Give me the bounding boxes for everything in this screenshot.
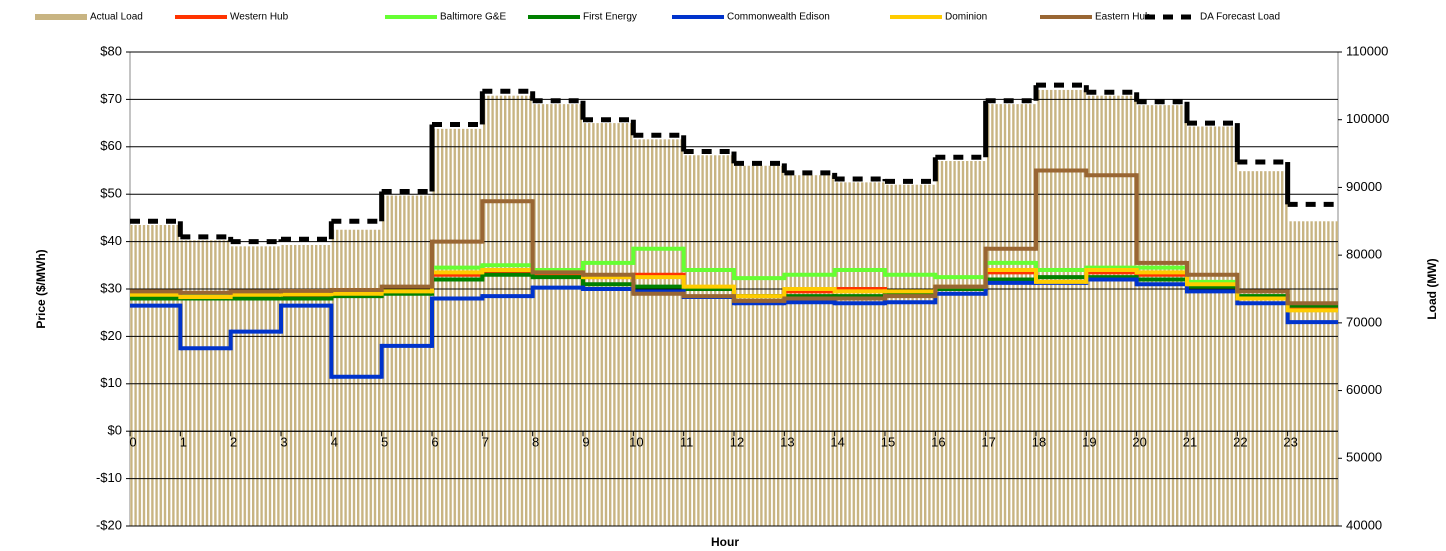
x-tick-label: 1 — [180, 435, 187, 450]
x-tick-label: 4 — [331, 435, 338, 450]
x-tick-label: 3 — [280, 435, 287, 450]
x-axis-title: Hour — [711, 535, 739, 549]
load-bar — [734, 165, 785, 526]
load-bar — [633, 139, 684, 526]
x-tick-label: 10 — [629, 435, 643, 450]
y-tick-label: $70 — [100, 91, 122, 106]
y-tick-label: $10 — [100, 375, 122, 390]
x-tick-label: 19 — [1082, 435, 1096, 450]
y-tick-label: $50 — [100, 186, 122, 201]
x-tick-label: 17 — [981, 435, 995, 450]
load-bar — [985, 104, 1036, 526]
load-bar — [1187, 126, 1238, 526]
legend-label: First Energy — [583, 12, 637, 23]
y-tick-label: -$20 — [96, 517, 122, 532]
y-tick-label: $20 — [100, 328, 122, 343]
load-bar — [1237, 171, 1288, 527]
load-bar — [834, 182, 885, 526]
legend-label: Dominion — [945, 12, 987, 23]
y2-tick-label: 80000 — [1346, 247, 1382, 262]
y2-tick-label: 70000 — [1346, 314, 1382, 329]
load-bar — [381, 195, 432, 526]
load-bar — [230, 246, 281, 526]
y2-tick-label: 90000 — [1346, 179, 1382, 194]
x-tick-label: 22 — [1233, 435, 1247, 450]
load-bar — [1136, 105, 1187, 527]
load-bar — [482, 95, 533, 526]
legend-label: Baltimore G&E — [440, 12, 506, 23]
x-tick-label: 21 — [1183, 435, 1197, 450]
legend-label: DA Forecast Load — [1200, 12, 1280, 23]
x-tick-label: 7 — [482, 435, 489, 450]
load-bar — [885, 184, 936, 526]
x-tick-label: 12 — [730, 435, 744, 450]
y2-tick-label: 100000 — [1346, 111, 1389, 126]
load-bar — [683, 155, 734, 526]
load-bar — [1036, 89, 1087, 527]
y-tick-label: $30 — [100, 280, 122, 295]
load-bar — [583, 123, 634, 526]
load-bar — [532, 104, 583, 526]
y-axis-title: Price ($/MWh) — [34, 249, 48, 328]
x-tick-label: 6 — [431, 435, 438, 450]
load-bar — [432, 128, 483, 526]
x-tick-label: 11 — [680, 435, 694, 450]
load-bar — [180, 240, 231, 526]
y-tick-label: -$10 — [96, 470, 122, 485]
x-tick-label: 8 — [532, 435, 539, 450]
legend-label: Eastern Hub — [1095, 12, 1151, 23]
legend-label: Actual Load — [90, 12, 143, 23]
y-tick-label: $0 — [108, 423, 122, 438]
y-tick-label: $60 — [100, 138, 122, 153]
y2-axis-title: Load (MW) — [1425, 258, 1439, 319]
y2-tick-label: 110000 — [1346, 43, 1388, 58]
x-tick-label: 16 — [931, 435, 945, 450]
y2-tick-label: 50000 — [1346, 450, 1382, 465]
x-tick-label: 5 — [381, 435, 388, 450]
load-bar — [281, 244, 332, 526]
legend-label: Western Hub — [230, 12, 289, 23]
y-tick-label: $40 — [100, 233, 122, 248]
x-tick-label: 0 — [129, 435, 136, 450]
y2-tick-label: 40000 — [1346, 517, 1382, 532]
load-bar — [130, 225, 181, 526]
legend-swatch — [35, 14, 87, 20]
load-bar — [935, 161, 986, 526]
x-tick-label: 2 — [230, 435, 237, 450]
y2-tick-label: 60000 — [1346, 382, 1382, 397]
load-bar — [784, 175, 835, 527]
y-tick-label: $80 — [100, 43, 122, 58]
x-tick-label: 15 — [881, 435, 895, 450]
legend-label: Commonwealth Edison — [727, 12, 830, 23]
x-tick-label: 9 — [582, 435, 589, 450]
load-bar — [1086, 95, 1137, 526]
x-tick-label: 18 — [1032, 435, 1046, 450]
x-tick-label: 13 — [780, 435, 794, 450]
load-bar — [1287, 221, 1338, 527]
x-tick-label: 14 — [830, 435, 844, 450]
x-tick-label: 20 — [1132, 435, 1146, 450]
x-tick-label: 23 — [1283, 435, 1297, 450]
